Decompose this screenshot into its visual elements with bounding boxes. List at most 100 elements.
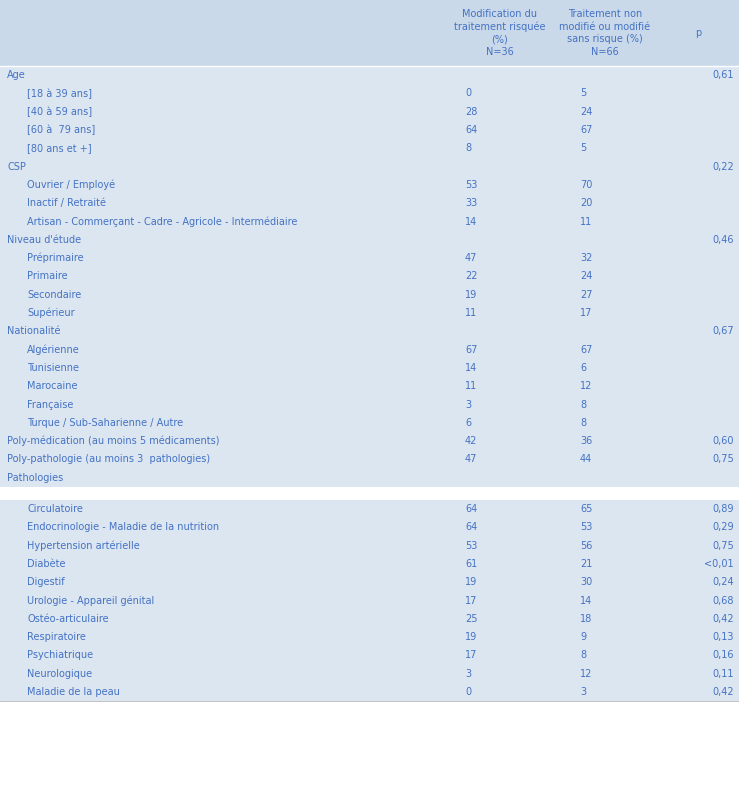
Bar — [0, 341, 739, 359]
Bar — [0, 139, 739, 157]
Bar — [0, 592, 739, 610]
Text: 19: 19 — [465, 577, 477, 587]
Text: Marocaine: Marocaine — [27, 381, 78, 391]
Text: Artisan - Commerçant - Cadre - Agricole - Intermédiaire: Artisan - Commerçant - Cadre - Agricole … — [27, 216, 297, 227]
Text: p: p — [695, 28, 701, 38]
Text: [60 à  79 ans]: [60 à 79 ans] — [27, 125, 95, 136]
Text: 61: 61 — [465, 559, 477, 569]
Text: 67: 67 — [580, 345, 593, 354]
Bar — [0, 121, 739, 139]
Text: 65: 65 — [580, 504, 593, 514]
Bar — [0, 322, 739, 341]
Text: 0,11: 0,11 — [712, 669, 734, 679]
Text: 21: 21 — [580, 559, 593, 569]
Bar — [0, 194, 739, 212]
Text: 0,89: 0,89 — [712, 504, 734, 514]
Text: 11: 11 — [465, 308, 477, 318]
Text: Ouvrier / Employé: Ouvrier / Employé — [27, 180, 115, 190]
Text: 19: 19 — [465, 290, 477, 299]
Bar — [0, 249, 739, 267]
Text: 3: 3 — [465, 399, 471, 409]
Text: 12: 12 — [580, 381, 593, 391]
Text: 12: 12 — [580, 669, 593, 679]
Text: 3: 3 — [580, 687, 586, 697]
Bar — [0, 359, 739, 377]
Text: Poly-médication (au moins 5 médicaments): Poly-médication (au moins 5 médicaments) — [7, 436, 219, 446]
Text: Endocrinologie - Maladie de la nutrition: Endocrinologie - Maladie de la nutrition — [27, 522, 219, 533]
Text: 0: 0 — [465, 687, 471, 697]
Text: 64: 64 — [465, 125, 477, 135]
Bar — [0, 212, 739, 231]
Text: 5: 5 — [580, 89, 586, 98]
Bar — [0, 554, 739, 573]
Text: Française: Française — [27, 399, 73, 409]
Bar — [0, 0, 739, 66]
Bar — [0, 487, 739, 500]
Text: 0,46: 0,46 — [712, 235, 734, 245]
Bar — [0, 395, 739, 414]
Bar — [0, 157, 739, 176]
Text: 70: 70 — [580, 180, 593, 190]
Text: 27: 27 — [580, 290, 593, 299]
Text: Neurologique: Neurologique — [27, 669, 92, 679]
Bar — [0, 432, 739, 450]
Text: 0,60: 0,60 — [712, 436, 734, 446]
Text: 14: 14 — [465, 363, 477, 373]
Text: Psychiatrique: Psychiatrique — [27, 650, 93, 660]
Text: 47: 47 — [465, 454, 477, 465]
Text: Diabète: Diabète — [27, 559, 66, 569]
Text: Digestif: Digestif — [27, 577, 64, 587]
Text: <0,01: <0,01 — [704, 559, 734, 569]
Text: 0,67: 0,67 — [712, 326, 734, 337]
Bar — [0, 469, 739, 487]
Text: Pathologies: Pathologies — [7, 473, 64, 483]
Bar — [0, 500, 739, 518]
Text: Modification du
traitement risquée
(%)
N=36: Modification du traitement risquée (%) N… — [454, 9, 545, 57]
Text: [80 ans et +]: [80 ans et +] — [27, 144, 92, 153]
Text: Nationalité: Nationalité — [7, 326, 61, 337]
Text: Maladie de la peau: Maladie de la peau — [27, 687, 120, 697]
Text: 0,22: 0,22 — [712, 161, 734, 172]
Bar — [0, 646, 739, 665]
Text: [40 à 59 ans]: [40 à 59 ans] — [27, 107, 92, 117]
Text: 53: 53 — [465, 180, 477, 190]
Text: 0,61: 0,61 — [712, 70, 734, 80]
Text: Respiratoire: Respiratoire — [27, 632, 86, 642]
Text: 11: 11 — [465, 381, 477, 391]
Text: 53: 53 — [580, 522, 593, 533]
Text: 17: 17 — [580, 308, 593, 318]
Text: 8: 8 — [580, 418, 586, 428]
Text: Urologie - Appareil génital: Urologie - Appareil génital — [27, 596, 154, 606]
Text: 20: 20 — [580, 199, 593, 208]
Bar — [0, 176, 739, 194]
Text: 64: 64 — [465, 504, 477, 514]
Text: 30: 30 — [580, 577, 592, 587]
Text: 0,75: 0,75 — [712, 454, 734, 465]
Text: 0: 0 — [465, 89, 471, 98]
Bar — [0, 102, 739, 121]
Text: Age: Age — [7, 70, 26, 80]
Text: 64: 64 — [465, 522, 477, 533]
Text: 3: 3 — [465, 669, 471, 679]
Text: 0,68: 0,68 — [712, 596, 734, 605]
Text: 14: 14 — [580, 596, 592, 605]
Bar — [0, 377, 739, 395]
Text: Préprimaire: Préprimaire — [27, 253, 84, 263]
Text: 0,75: 0,75 — [712, 541, 734, 550]
Text: Tunisienne: Tunisienne — [27, 363, 79, 373]
Text: 8: 8 — [580, 650, 586, 660]
Text: 0,29: 0,29 — [712, 522, 734, 533]
Bar — [0, 66, 739, 84]
Text: 0,42: 0,42 — [712, 687, 734, 697]
Text: 17: 17 — [465, 596, 477, 605]
Bar — [0, 414, 739, 432]
Text: 33: 33 — [465, 199, 477, 208]
Text: 0,13: 0,13 — [712, 632, 734, 642]
Text: 9: 9 — [580, 632, 586, 642]
Text: Traitement non
modifié ou modifié
sans risque (%)
N=66: Traitement non modifié ou modifié sans r… — [559, 10, 650, 56]
Text: Circulatoire: Circulatoire — [27, 504, 83, 514]
Text: 24: 24 — [580, 107, 593, 117]
Text: Secondaire: Secondaire — [27, 290, 81, 299]
Text: 56: 56 — [580, 541, 593, 550]
Text: 6: 6 — [580, 363, 586, 373]
